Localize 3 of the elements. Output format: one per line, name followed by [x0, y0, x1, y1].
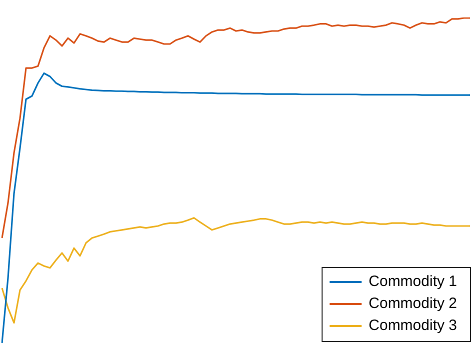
legend-label: Commodity 2: [368, 295, 457, 312]
legend-label: Commodity 1: [368, 273, 457, 290]
legend-label: Commodity 3: [368, 317, 457, 334]
